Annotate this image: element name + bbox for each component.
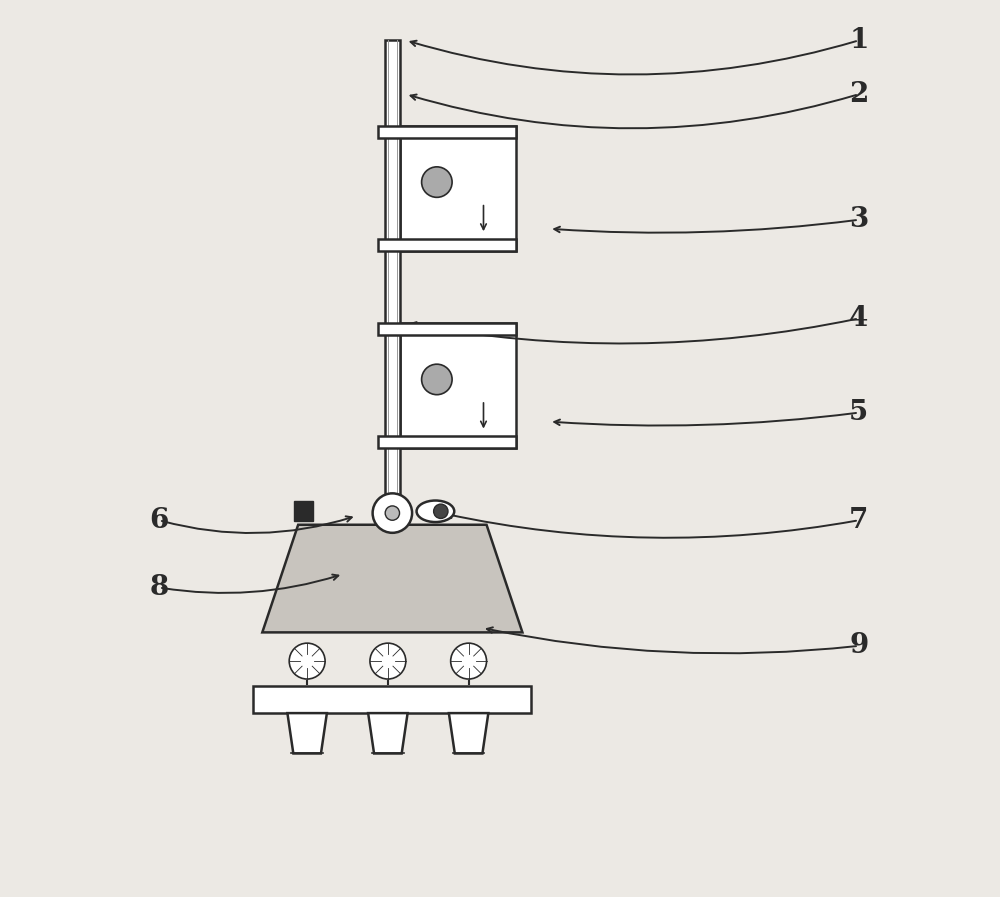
Text: 3: 3	[849, 206, 868, 233]
Bar	[378, 126, 516, 138]
Text: 2: 2	[849, 81, 868, 108]
Circle shape	[422, 167, 452, 197]
Text: 5: 5	[849, 399, 868, 426]
Polygon shape	[368, 713, 408, 753]
Bar	[400, 323, 516, 448]
Polygon shape	[287, 713, 327, 753]
Bar	[378, 323, 516, 335]
Bar	[294, 501, 313, 521]
Bar	[400, 126, 516, 251]
Circle shape	[451, 643, 487, 679]
Bar	[253, 686, 531, 713]
Ellipse shape	[417, 501, 454, 522]
Text: 6: 6	[149, 507, 169, 534]
Text: 1: 1	[849, 27, 868, 54]
Circle shape	[370, 643, 406, 679]
Text: 7: 7	[849, 507, 868, 534]
Circle shape	[422, 364, 452, 395]
Circle shape	[289, 643, 325, 679]
Text: 8: 8	[150, 574, 169, 601]
Bar	[385, 40, 400, 520]
Polygon shape	[262, 525, 522, 632]
Circle shape	[373, 493, 412, 533]
Circle shape	[434, 504, 448, 518]
Circle shape	[385, 506, 400, 520]
Bar	[378, 436, 516, 448]
Polygon shape	[449, 713, 488, 753]
Text: 4: 4	[849, 305, 868, 332]
Text: 9: 9	[849, 632, 868, 659]
Bar	[378, 239, 516, 251]
